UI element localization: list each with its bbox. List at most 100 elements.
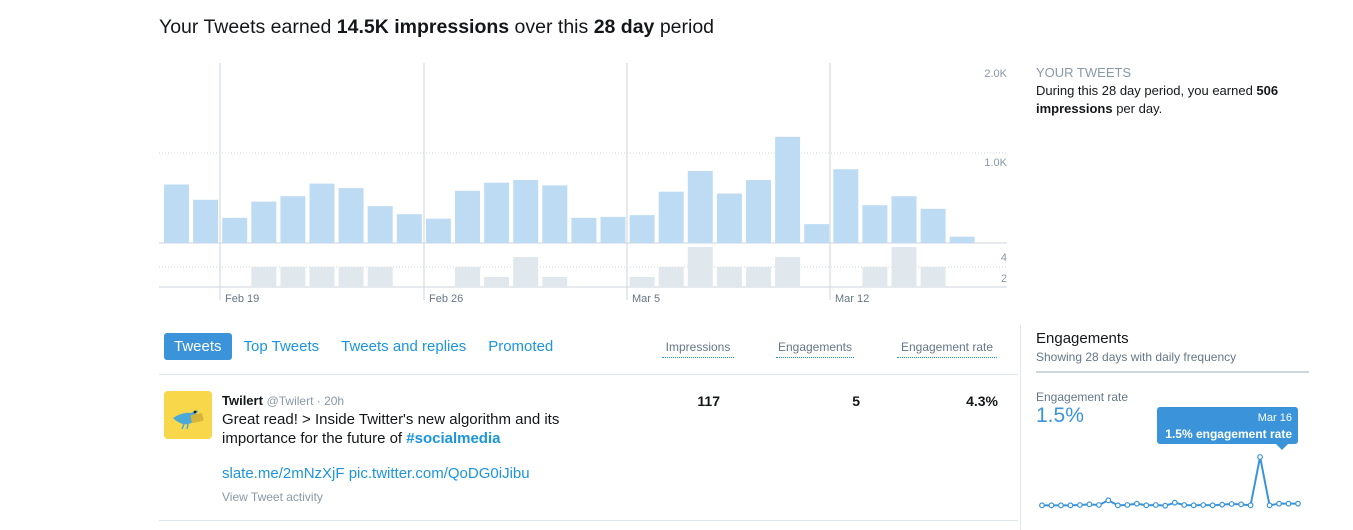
summary-text-2: per day. bbox=[1112, 101, 1163, 116]
tab-tweets-and-replies[interactable]: Tweets and replies bbox=[341, 337, 467, 355]
sparkline-point[interactable] bbox=[1295, 500, 1301, 507]
sparkline-point[interactable] bbox=[1219, 501, 1226, 508]
lower-bar bbox=[280, 267, 306, 287]
lower-bar bbox=[716, 267, 742, 287]
sparkline-point[interactable] bbox=[1039, 502, 1045, 509]
y-tick-label: 2.0K bbox=[984, 68, 1007, 80]
your-tweets-summary: YOUR TWEETS During this 28 day period, y… bbox=[1036, 64, 1336, 118]
engagements-title: Engagements bbox=[1036, 330, 1129, 347]
engagements-subtitle: Showing 28 days with daily frequency bbox=[1036, 350, 1237, 364]
tab-tweets[interactable]: Tweets bbox=[164, 332, 232, 360]
impression-bar bbox=[251, 201, 277, 243]
tweet-author-name[interactable]: Twilert bbox=[222, 393, 263, 408]
sparkline-point[interactable] bbox=[1058, 502, 1064, 509]
impressions-chart: Feb 19 Feb 26 Mar 5 Mar 12 2.0K 1.0K 4 2 bbox=[159, 63, 1008, 305]
x-tick-label: Mar 12 bbox=[835, 293, 869, 305]
sparkline-point[interactable] bbox=[1114, 502, 1121, 509]
bird-logo-icon bbox=[164, 391, 212, 439]
tweet-meta: @Twilert · 20h bbox=[266, 394, 345, 408]
summary-text-1: During this 28 day period, you earned bbox=[1036, 83, 1257, 98]
impression-bar bbox=[949, 236, 975, 243]
impression-bar bbox=[920, 208, 946, 243]
lower-bar bbox=[338, 267, 364, 287]
tab-promoted[interactable]: Promoted bbox=[488, 337, 554, 355]
sparkline-point[interactable] bbox=[1190, 502, 1197, 509]
tweet-tabs: Tweets Top Tweets Tweets and replies Pro… bbox=[164, 332, 565, 360]
lower-bar bbox=[484, 277, 510, 287]
sparkline-point[interactable] bbox=[1228, 501, 1235, 507]
impression-bar bbox=[600, 216, 626, 243]
engagement-tooltip: Mar 16 1.5% engagement rate bbox=[1157, 407, 1298, 450]
tweet-text: Great read! > Inside Twitter's new algor… bbox=[222, 410, 582, 448]
engagements-separator bbox=[1036, 371, 1309, 373]
lower-bar bbox=[862, 267, 888, 287]
sparkline-point[interactable] bbox=[1257, 454, 1263, 460]
impression-bar bbox=[222, 217, 248, 243]
tooltip-value: 1.5% engagement rate bbox=[1165, 427, 1292, 441]
impression-bar bbox=[367, 206, 393, 243]
tweet-avatar[interactable] bbox=[164, 391, 212, 439]
lower-bar bbox=[920, 267, 946, 287]
sparkline-point[interactable] bbox=[1077, 502, 1083, 508]
impression-bar bbox=[775, 136, 801, 243]
sparkline-point[interactable] bbox=[1209, 502, 1216, 509]
tweet-header: Twilert @Twilert · 20h bbox=[222, 393, 344, 408]
impression-bar bbox=[455, 190, 480, 243]
sparkline-point[interactable] bbox=[1133, 500, 1140, 507]
engagement-sparkline[interactable] bbox=[1036, 445, 1306, 520]
impression-bar bbox=[629, 215, 655, 243]
summary-bold: 506 impressions bbox=[1036, 83, 1279, 116]
sparkline-point[interactable] bbox=[1095, 502, 1102, 508]
headline-text-2: over this bbox=[509, 16, 594, 38]
impression-bar bbox=[396, 214, 422, 243]
engagement-rate-value: 1.5% bbox=[1036, 404, 1084, 427]
column-engagement-rate[interactable]: Engagement rate bbox=[897, 340, 997, 358]
sparkline-point[interactable] bbox=[1143, 502, 1150, 509]
impression-bar bbox=[280, 196, 306, 243]
sparkline-point[interactable] bbox=[1162, 502, 1169, 509]
impression-bar bbox=[425, 218, 451, 243]
impression-bar bbox=[571, 217, 597, 243]
sparkline-point[interactable] bbox=[1200, 502, 1207, 508]
impression-bar bbox=[833, 169, 859, 243]
impression-bar bbox=[164, 184, 189, 243]
tweet-links[interactable]: slate.me/2mNzXjF pic.twitter.com/QoDG0iJ… bbox=[222, 465, 530, 482]
headline-period: 28 day bbox=[593, 16, 655, 38]
tab-top-tweets[interactable]: Top Tweets bbox=[243, 337, 320, 355]
impression-bar bbox=[542, 185, 568, 243]
tweet-hashtag[interactable]: #socialmedia bbox=[406, 430, 501, 447]
y-tick-label: 1.0K bbox=[984, 157, 1007, 169]
impression-bar bbox=[193, 199, 219, 243]
sparkline-point[interactable] bbox=[1285, 500, 1292, 507]
sparkline-point[interactable] bbox=[1276, 500, 1282, 507]
lower-y-tick-label: 4 bbox=[1001, 252, 1007, 264]
lower-bar bbox=[455, 267, 480, 287]
sparkline-point[interactable] bbox=[1238, 501, 1245, 508]
sparkline-point[interactable] bbox=[1171, 499, 1178, 506]
sparkline-point[interactable] bbox=[1086, 501, 1093, 508]
sparkline-point[interactable] bbox=[1181, 502, 1188, 508]
impression-bar bbox=[804, 224, 830, 243]
x-tick-label: Feb 26 bbox=[429, 293, 463, 305]
headline-impressions: 14.5K impressions bbox=[336, 16, 510, 38]
impression-bar bbox=[513, 180, 539, 243]
sparkline-line bbox=[1042, 456, 1298, 507]
sparkline-point[interactable] bbox=[1048, 502, 1055, 509]
sparkline-point[interactable] bbox=[1105, 497, 1112, 504]
sparkline-point[interactable] bbox=[1124, 502, 1131, 508]
sparkline-point[interactable] bbox=[1247, 502, 1254, 509]
column-engagements[interactable]: Engagements bbox=[776, 340, 854, 358]
sparkline-point[interactable] bbox=[1152, 502, 1159, 508]
sparkline-point[interactable] bbox=[1067, 502, 1074, 509]
tooltip-date: Mar 16 bbox=[1257, 412, 1292, 424]
sparkline-point[interactable] bbox=[1266, 502, 1273, 509]
tweet-engagements: 5 bbox=[852, 393, 860, 409]
row-divider bbox=[159, 374, 1018, 375]
column-impressions[interactable]: Impressions bbox=[662, 340, 734, 358]
impression-bar bbox=[484, 182, 510, 243]
lower-bar bbox=[891, 247, 917, 287]
summary-text: During this 28 day period, you earned 50… bbox=[1036, 82, 1336, 118]
lower-bar bbox=[658, 267, 684, 287]
impression-bar bbox=[309, 183, 335, 243]
view-tweet-activity-link[interactable]: View Tweet activity bbox=[222, 490, 323, 504]
